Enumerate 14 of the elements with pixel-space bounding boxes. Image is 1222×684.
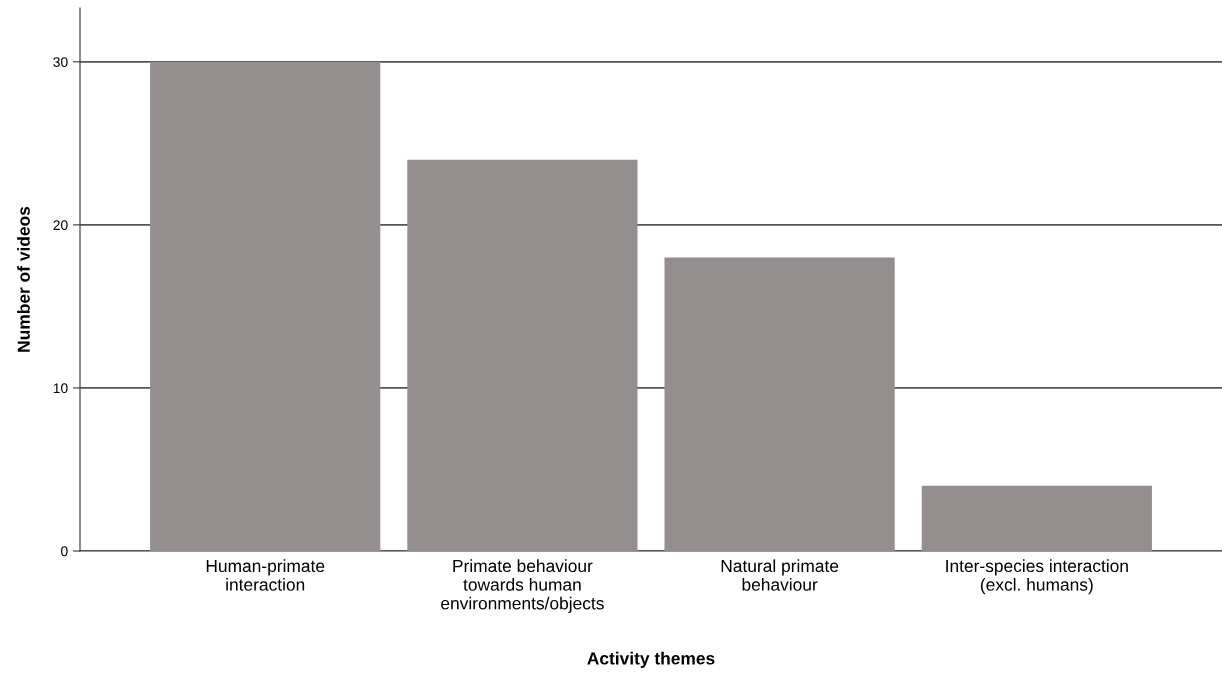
bar bbox=[150, 61, 381, 551]
y-axis-title: Number of videos bbox=[17, 206, 30, 352]
y-tick-label: 30 bbox=[53, 57, 68, 67]
y-tick-label: 20 bbox=[53, 220, 68, 231]
bar bbox=[664, 257, 895, 551]
x-tick-label: Primate behaviour towards human environments/objects bbox=[441, 559, 604, 613]
x-tick-label: Human-primate interaction bbox=[206, 559, 325, 591]
y-tick-label: 10 bbox=[53, 383, 68, 394]
y-tick-label: 0 bbox=[61, 546, 68, 557]
bar bbox=[921, 485, 1152, 551]
x-axis-title: Activity themes bbox=[587, 651, 715, 668]
bar bbox=[407, 159, 638, 551]
x-tick-label: Natural primate behaviour bbox=[721, 559, 839, 591]
x-tick-label: Inter-species interaction (excl. humans) bbox=[946, 559, 1128, 595]
